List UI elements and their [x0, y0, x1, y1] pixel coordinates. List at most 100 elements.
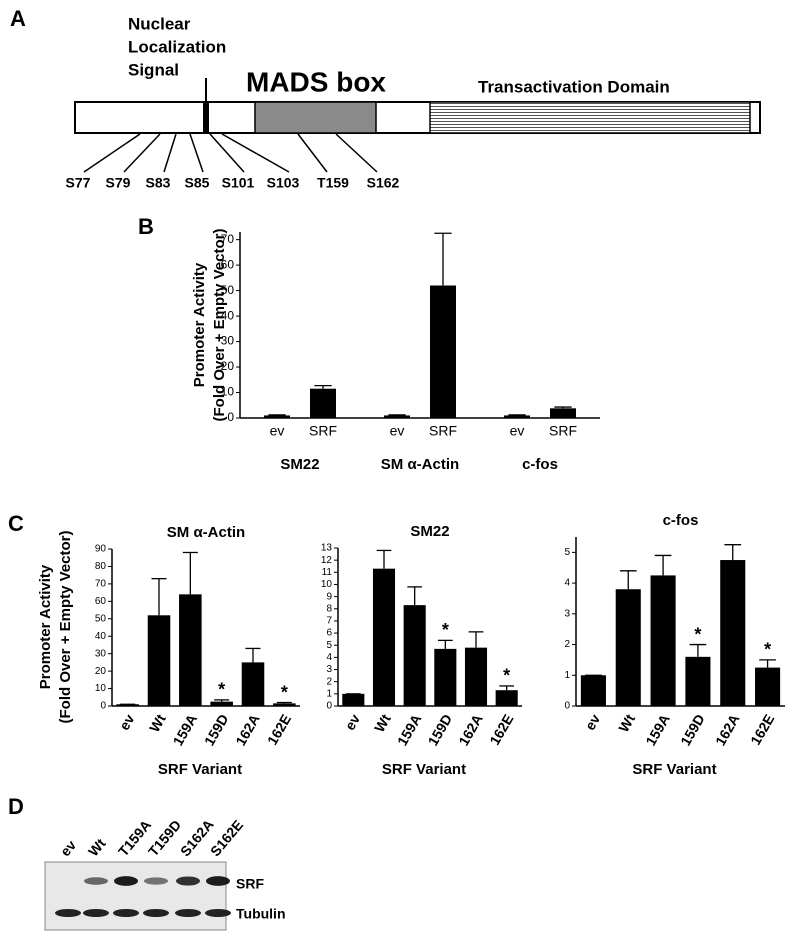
site-line: [189, 133, 204, 173]
y-tick-label: 5: [564, 547, 570, 558]
y-axis-label: Promoter Activity: [37, 564, 54, 689]
x-tick-label: 162A: [232, 711, 263, 748]
bar: [273, 703, 296, 706]
bar: [179, 594, 202, 706]
y-tick-label: 11: [322, 567, 333, 578]
bar: [210, 701, 233, 706]
bar: [430, 285, 456, 418]
nls-label: Signal: [128, 60, 179, 79]
y-tick-label: 2: [326, 676, 332, 687]
panel-label: A: [10, 6, 26, 31]
tubulin-band: [83, 909, 109, 917]
x-axis-label: SRF Variant: [632, 761, 716, 778]
y-tick-label: 9: [326, 591, 332, 602]
bar: [434, 648, 457, 706]
x-tick-label: 162E: [264, 711, 294, 747]
tubulin-band: [143, 909, 169, 917]
bar: [147, 615, 171, 706]
significance: *: [503, 666, 510, 686]
x-tick-label: ev: [116, 711, 138, 733]
panel-label: D: [8, 794, 24, 819]
site-label: S79: [106, 175, 131, 191]
site-line: [83, 133, 141, 173]
y-tick-label: 40: [221, 308, 235, 322]
domain-diagram: Nuclear Localization Signal MADS box Tra…: [74, 14, 761, 134]
x-tick-label: SRF: [309, 423, 337, 439]
y-tick-label: 40: [95, 631, 107, 642]
site-label: S77: [66, 175, 91, 191]
y-tick-label: 60: [95, 596, 107, 607]
tubulin-band: [175, 909, 201, 917]
site-label: S103: [267, 175, 300, 191]
x-tick-label: 162A: [455, 711, 486, 748]
bar: [650, 575, 676, 706]
group-label: c-fos: [522, 456, 558, 473]
y-tick-label: 3: [326, 664, 332, 675]
tubulin-band: [113, 909, 139, 917]
y-axis-label: (Fold Over + Empty Vector): [57, 531, 74, 724]
band-label: SRF: [236, 876, 264, 892]
x-tick-label: 159A: [642, 711, 673, 748]
y-tick-label: 5: [326, 640, 332, 651]
y-tick-label: 20: [221, 359, 235, 373]
nls-region: [203, 102, 209, 133]
y-tick-label: 6: [326, 628, 332, 639]
site-label: S101: [222, 175, 255, 191]
srf-band: [176, 876, 200, 886]
y-tick-label: 60: [221, 257, 235, 271]
site-label: T159: [317, 175, 349, 191]
transactivation-label: Transactivation Domain: [478, 77, 670, 96]
significance: *: [694, 624, 701, 644]
y-tick-label: 70: [221, 232, 235, 246]
x-tick-label: 162E: [486, 711, 516, 747]
x-tick-label: 159D: [201, 711, 232, 748]
site-label: S162: [367, 175, 400, 191]
y-tick-label: 7: [326, 616, 332, 627]
x-tick-label: SRF: [549, 423, 577, 439]
site-line: [123, 133, 161, 173]
x-tick-label: 159D: [425, 711, 456, 748]
y-tick-label: 8: [326, 603, 332, 614]
bar: [310, 388, 336, 418]
x-tick-label: SRF: [429, 423, 457, 439]
y-tick-label: 50: [221, 283, 235, 297]
bar: [264, 415, 290, 418]
bar: [550, 408, 576, 418]
y-tick-label: 0: [326, 701, 332, 712]
bar: [495, 690, 518, 706]
x-tick-label: 162A: [712, 711, 743, 748]
site-line: [209, 133, 245, 173]
tubulin-band: [55, 909, 81, 917]
tubulin-band: [205, 909, 231, 917]
bar: [580, 675, 606, 706]
transactivation-region: [429, 101, 751, 134]
x-tick-label: 159D: [677, 711, 708, 748]
y-tick-label: 10: [221, 385, 235, 399]
chart-title: c-fos: [663, 512, 699, 529]
srf-band: [114, 876, 138, 886]
x-axis-label: SRF Variant: [158, 761, 242, 778]
site-line: [163, 133, 177, 173]
x-tick-label: ev: [341, 711, 363, 733]
y-axis-label: (Fold Over + Empty Vector): [211, 229, 228, 422]
significance: *: [281, 682, 288, 702]
y-tick-label: 4: [326, 652, 332, 663]
x-tick-label: ev: [510, 423, 525, 439]
y-tick-label: 1: [326, 688, 332, 699]
x-tick-label: ev: [390, 423, 405, 439]
bar: [342, 693, 365, 706]
y-tick-label: 10: [321, 579, 333, 590]
blot-frame: [44, 861, 227, 931]
x-tick-label: 159A: [170, 711, 201, 748]
mads-region: [254, 101, 377, 134]
x-tick-label: 159A: [394, 711, 425, 748]
x-tick-label: ev: [582, 711, 604, 733]
x-tick-label: Wt: [371, 711, 394, 735]
sites: S77 S79 S83 S85 S101 S103 T159 S162: [66, 133, 400, 191]
site-line: [335, 133, 378, 173]
srf-band: [84, 877, 108, 885]
y-tick-label: 2: [564, 639, 570, 650]
y-tick-label: 90: [95, 544, 107, 555]
